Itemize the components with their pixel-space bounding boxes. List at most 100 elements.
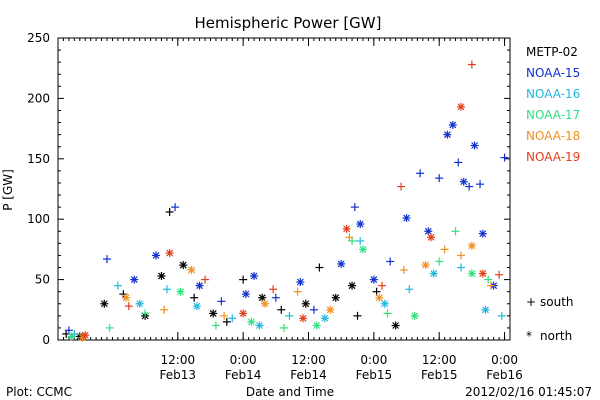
data-point	[141, 309, 150, 318]
x-tick-date-label: Feb14	[290, 368, 327, 382]
data-point	[285, 311, 294, 320]
data-point	[103, 255, 112, 264]
data-point	[456, 263, 465, 272]
data-point	[309, 305, 318, 314]
data-point	[391, 321, 400, 330]
data-point	[456, 251, 465, 260]
data-point	[497, 311, 506, 320]
data-point	[250, 271, 259, 280]
data-point	[481, 305, 490, 314]
data-point	[358, 245, 367, 254]
marker-legend: + south * north	[526, 295, 574, 343]
data-point	[222, 317, 231, 326]
data-point	[424, 227, 433, 236]
data-point	[476, 180, 485, 189]
legend: METP-02 NOAA-15 NOAA-16 NOAA-17 NOAA-18 NOAA-…	[526, 45, 580, 164]
marker-legend-label: south	[540, 295, 574, 309]
x-tick-date-label: Feb13	[160, 368, 197, 382]
data-point	[81, 331, 90, 340]
data-point	[342, 224, 351, 233]
data-point	[211, 321, 220, 330]
chart-title: Hemispheric Power [GW]	[195, 14, 382, 32]
marker-legend-symbol: +	[526, 295, 536, 309]
data-point	[405, 285, 414, 294]
plot-credit: Plot: CCMC	[6, 385, 72, 399]
data-point	[100, 299, 109, 308]
plot-frame	[57, 37, 511, 341]
data-point	[500, 153, 509, 162]
data-point	[435, 257, 444, 266]
data-point	[201, 275, 210, 284]
legend-entry: NOAA-17	[526, 108, 580, 122]
data-point	[195, 281, 204, 290]
x-axis: 12:00Feb130:00Feb1412:00Feb140:00Feb1512…	[62, 38, 523, 382]
data-point	[187, 265, 196, 274]
data-point	[160, 305, 169, 314]
data-point	[429, 269, 438, 278]
data-point	[397, 182, 406, 191]
data-point	[440, 245, 449, 254]
marker-legend-symbol: *	[526, 329, 532, 343]
data-point	[64, 326, 73, 335]
data-point	[124, 302, 133, 311]
data-point	[260, 299, 269, 308]
data-point	[296, 278, 305, 287]
data-point	[122, 293, 131, 302]
data-point	[467, 241, 476, 250]
data-point	[135, 299, 144, 308]
data-point	[399, 265, 408, 274]
x-tick-time-label: 0:00	[230, 353, 257, 367]
data-point	[241, 290, 250, 299]
data-point	[176, 287, 185, 296]
timestamp: 2012/02/16 01:45:07	[465, 385, 592, 399]
data-point	[456, 102, 465, 111]
data-point	[443, 130, 452, 139]
data-point	[353, 311, 362, 320]
x-tick-time-label: 0:00	[360, 353, 387, 367]
data-point	[269, 285, 278, 294]
data-point	[402, 213, 411, 222]
x-tick-date-label: Feb15	[356, 368, 393, 382]
data-point	[179, 261, 188, 270]
x-tick-time-label: 0:00	[491, 353, 518, 367]
data-point	[209, 309, 218, 318]
data-point	[113, 281, 122, 290]
data-point	[470, 141, 479, 150]
data-point	[192, 302, 201, 311]
data-point	[467, 269, 476, 278]
data-point	[356, 236, 365, 245]
data-point	[495, 270, 504, 279]
data-point	[258, 293, 267, 302]
legend-entry: NOAA-18	[526, 129, 580, 143]
y-axis-label: P [GW]	[1, 169, 15, 211]
data-point	[465, 182, 474, 191]
data-point	[301, 299, 310, 308]
data-point	[375, 293, 384, 302]
data-point	[454, 158, 463, 167]
data-point	[345, 233, 354, 242]
x-tick-time-label: 12:00	[291, 353, 326, 367]
data-point	[421, 261, 430, 270]
data-point	[239, 309, 248, 318]
data-point	[350, 203, 359, 212]
y-tick-label: 0	[42, 333, 50, 347]
data-point	[448, 120, 457, 129]
data-point	[459, 177, 468, 186]
data-point	[326, 305, 335, 314]
data-points	[62, 60, 509, 342]
data-point	[386, 257, 395, 266]
data-point	[410, 311, 419, 320]
data-point	[190, 293, 199, 302]
data-point	[130, 275, 139, 284]
data-point	[247, 317, 256, 326]
data-point	[255, 321, 264, 330]
data-point	[427, 233, 436, 242]
data-point	[165, 207, 174, 216]
data-point	[416, 169, 425, 178]
data-point	[162, 285, 171, 294]
data-point	[378, 281, 387, 290]
data-point	[383, 309, 392, 318]
data-point	[280, 323, 288, 332]
data-point	[369, 275, 378, 284]
